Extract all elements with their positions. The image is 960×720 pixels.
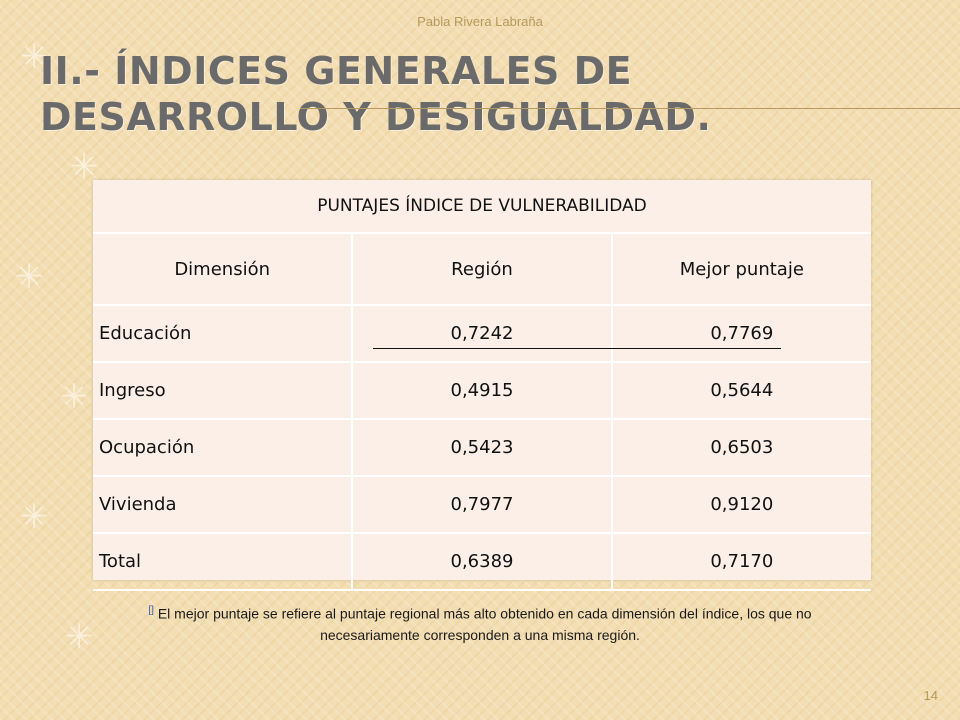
star-icon: ✳ [15, 257, 44, 297]
best-score-cell: 0,7769 [610, 305, 871, 363]
footnote-link[interactable]: [] [148, 605, 154, 616]
region-cell: 0,4915 [351, 362, 612, 420]
title-divider [300, 108, 960, 109]
table-row: Vivienda 0,7977 0,9120 [93, 476, 871, 534]
table-header-row: Dimensión Región Mejor puntaje [93, 233, 871, 306]
region-cell: 0,6389 [351, 533, 612, 591]
best-score-cell: 0,7170 [610, 533, 871, 591]
column-header-dimension: Dimensión [93, 233, 353, 306]
author-header: Pabla Rivera Labraña [417, 14, 543, 29]
table-row: Total 0,6389 0,7170 [93, 533, 871, 591]
table-row: Educación 0,7242 0,7769 [93, 305, 871, 363]
slide-title: II.- ÍNDICES GENERALES DE DESARROLLO Y D… [40, 49, 712, 139]
star-icon: ✳ [70, 147, 99, 187]
underline-rule [373, 348, 781, 349]
dimension-cell: Total [93, 533, 353, 591]
region-cell: 0,7242 [351, 305, 781, 363]
star-icon: ✳ [20, 497, 49, 537]
best-score-cell: 0,6503 [610, 419, 871, 477]
best-score-cell: 0,5644 [610, 362, 871, 420]
table-row: Ocupación 0,5423 0,6503 [93, 419, 871, 477]
table-title-row: PUNTAJES ÍNDICE DE VULNERABILIDAD [93, 180, 871, 234]
table-row: Ingreso 0,4915 0,5644 [93, 362, 871, 420]
dimension-cell: Ingreso [93, 362, 353, 420]
dimension-cell: Vivienda [93, 476, 353, 534]
table-title: PUNTAJES ÍNDICE DE VULNERABILIDAD [93, 180, 871, 234]
column-header-region: Región [351, 233, 612, 306]
best-score-cell: 0,9120 [610, 476, 871, 534]
region-value: 0,7242 [450, 323, 514, 344]
region-cell: 0,5423 [351, 419, 612, 477]
dimension-cell: Ocupación [93, 419, 353, 477]
footnote: [] El mejor puntaje se refiere al puntaj… [0, 600, 960, 646]
region-cell: 0,7977 [351, 476, 612, 534]
page-number: 14 [923, 688, 938, 703]
footnote-line-1: El mejor puntaje se refiere al puntaje r… [157, 605, 812, 622]
dimension-cell: Educación [93, 305, 353, 363]
vulnerability-table: PUNTAJES ÍNDICE DE VULNERABILIDAD Dimens… [93, 180, 871, 591]
footnote-line-2: necesariamente corresponden a una misma … [320, 626, 640, 643]
column-header-best-score: Mejor puntaje [610, 233, 871, 306]
star-icon: ✳ [60, 377, 89, 417]
vulnerability-table-container: PUNTAJES ÍNDICE DE VULNERABILIDAD Dimens… [93, 180, 871, 591]
